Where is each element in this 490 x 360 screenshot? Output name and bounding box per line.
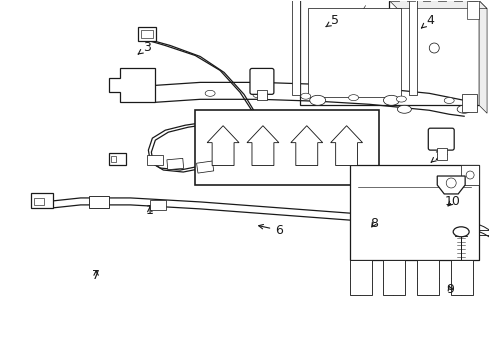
Text: 3: 3 [138, 41, 151, 54]
Polygon shape [479, 1, 487, 113]
Bar [422, 0, 431, 1]
Bar [451, 260, 473, 294]
Text: 7: 7 [92, 269, 100, 282]
Ellipse shape [396, 96, 406, 102]
FancyBboxPatch shape [250, 68, 274, 94]
Bar [308, 8, 401, 97]
Bar [31, 193, 53, 208]
Bar [467, 1, 479, 19]
Polygon shape [247, 126, 279, 166]
Text: 9: 9 [446, 283, 454, 296]
Polygon shape [390, 1, 487, 9]
Bar [454, 0, 462, 1]
Text: 6: 6 [259, 224, 283, 237]
Text: 10: 10 [444, 195, 461, 208]
Bar [89, 196, 108, 208]
Bar [469, 0, 477, 1]
Bar [147, 155, 163, 165]
Polygon shape [291, 126, 323, 166]
Polygon shape [108, 68, 155, 102]
Bar [438, 0, 446, 1]
Bar [349, 260, 371, 294]
Ellipse shape [384, 95, 399, 105]
Bar [300, 0, 409, 105]
Bar [34, 198, 44, 205]
Ellipse shape [253, 92, 263, 98]
Ellipse shape [310, 95, 326, 105]
Ellipse shape [453, 227, 469, 237]
Bar [138, 27, 156, 41]
Text: 1: 1 [146, 204, 154, 217]
Bar [417, 260, 439, 294]
Ellipse shape [397, 105, 412, 113]
Polygon shape [331, 126, 363, 166]
Bar [108, 153, 126, 165]
Bar [142, 30, 153, 37]
Circle shape [429, 43, 439, 53]
Bar [349, 165, 479, 260]
Ellipse shape [348, 95, 359, 101]
Polygon shape [437, 176, 465, 194]
Polygon shape [207, 126, 239, 166]
Bar [196, 161, 214, 173]
Circle shape [446, 178, 456, 188]
Bar [111, 156, 117, 162]
FancyBboxPatch shape [428, 128, 454, 150]
Bar [292, 0, 300, 95]
Bar [437, 148, 447, 160]
Bar [462, 94, 477, 112]
Text: 5: 5 [326, 14, 339, 27]
Text: 8: 8 [370, 216, 378, 230]
Bar [390, 1, 479, 105]
Ellipse shape [301, 93, 311, 99]
Ellipse shape [457, 105, 471, 113]
Text: 2: 2 [258, 69, 266, 82]
Bar [150, 200, 166, 210]
Text: 2: 2 [431, 150, 442, 163]
Ellipse shape [205, 90, 215, 96]
Bar [392, 0, 399, 1]
Bar [407, 0, 415, 1]
Bar [167, 158, 184, 170]
Bar [409, 0, 417, 95]
Bar [195, 110, 379, 185]
Bar [257, 90, 267, 100]
Ellipse shape [444, 98, 454, 103]
Circle shape [466, 171, 474, 179]
Text: 4: 4 [421, 14, 435, 28]
Bar [384, 260, 405, 294]
Bar [461, 165, 479, 185]
